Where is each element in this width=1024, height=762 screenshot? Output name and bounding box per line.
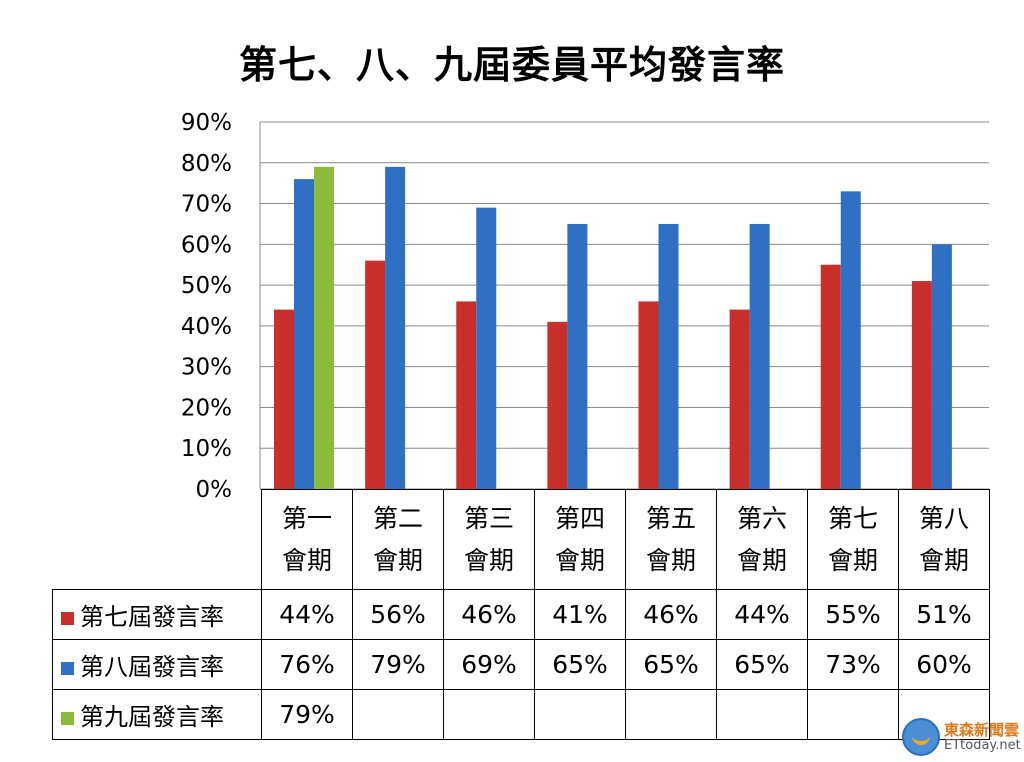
data-cell: 56% xyxy=(352,589,444,640)
y-tick-label: 40% xyxy=(181,314,232,340)
data-cell: 65% xyxy=(534,639,626,690)
category-label-line: 第四 xyxy=(554,503,605,533)
data-cell: 60% xyxy=(898,639,990,690)
category-label: 第四 會期 xyxy=(534,489,626,590)
category-label: 第八 會期 xyxy=(898,489,990,590)
bar-2-3 xyxy=(476,207,497,489)
category-label-line: 會期 xyxy=(463,545,514,575)
data-cell: 44% xyxy=(716,589,808,640)
data-cell: 46% xyxy=(443,589,535,640)
category-label-line: 會期 xyxy=(372,545,423,575)
category-label-line: 會期 xyxy=(827,545,878,575)
category-label-line: 會期 xyxy=(554,545,605,575)
data-cell: 65% xyxy=(716,639,808,690)
category-label: 第七 會期 xyxy=(807,489,899,590)
data-cell: 69% xyxy=(443,639,535,690)
category-label-line: 第七 xyxy=(827,503,878,533)
bars xyxy=(274,166,952,490)
y-tick-label: 50% xyxy=(181,273,232,299)
y-axis: 0%10%20%30%40%50%60%70%80%90% xyxy=(181,110,261,500)
data-cell: 73% xyxy=(807,639,899,690)
category-label-line: 會期 xyxy=(281,545,332,575)
bar-2-2 xyxy=(385,166,406,489)
category-label: 第三 會期 xyxy=(443,489,535,590)
bar-1-6 xyxy=(729,309,750,489)
data-table: 第一 會期 第二 會期 第三 會期 第四 會期 第五 會期 第六 會期 第七 會期 第八 會期 第七屆發言率 44… xyxy=(52,489,990,740)
category-row: 第一 會期 第二 會期 第三 會期 第四 會期 第五 會期 第六 會期 第七 會期 第八 會期 xyxy=(52,489,990,590)
data-cell: 46% xyxy=(625,589,717,640)
category-label: 第六 會期 xyxy=(716,489,808,590)
bar-2-6 xyxy=(749,223,770,489)
bar-2-8 xyxy=(931,244,952,489)
data-cell xyxy=(534,689,626,740)
series-row: 第七屆發言率 44% 56% 46% 41% 46% 44% 55% 51% xyxy=(52,589,990,640)
y-tick-label: 90% xyxy=(181,110,232,136)
data-cell: 65% xyxy=(625,639,717,690)
category-label: 第五 會期 xyxy=(625,489,717,590)
y-tick-label: 20% xyxy=(181,395,232,421)
category-label-line: 會期 xyxy=(918,545,969,575)
data-cell: 76% xyxy=(261,639,353,690)
category-label: 第二 會期 xyxy=(352,489,444,590)
table-corner xyxy=(52,489,262,590)
bar-1-3 xyxy=(456,301,477,489)
category-label-line: 會期 xyxy=(736,545,787,575)
ettoday-logo: 東森新聞雲 ETtoday.net xyxy=(902,716,1022,758)
y-tick-label: 60% xyxy=(181,232,232,258)
data-cell: 41% xyxy=(534,589,626,640)
series-name: 第九屆發言率 xyxy=(80,703,224,731)
data-cell xyxy=(807,689,899,740)
category-label-line: 第三 xyxy=(463,503,514,533)
bar-2-7 xyxy=(840,191,861,490)
bar-3-1 xyxy=(314,166,334,489)
bar-1-2 xyxy=(365,260,386,489)
data-cell: 79% xyxy=(261,689,353,740)
legend-swatch xyxy=(61,711,74,725)
y-tick-label: 10% xyxy=(181,436,232,462)
y-tick-label: 70% xyxy=(181,192,232,218)
bar-1-7 xyxy=(820,264,841,489)
data-cell: 79% xyxy=(352,639,444,690)
legend-swatch xyxy=(61,611,74,625)
logo-name-en: ETtoday.net xyxy=(944,738,1021,753)
bar-2-1 xyxy=(294,179,314,490)
legend-entry: 第八屆發言率 xyxy=(52,639,262,690)
bar-1-4 xyxy=(547,321,568,489)
y-tick-label: 30% xyxy=(181,355,232,381)
y-tick-label: 80% xyxy=(181,151,232,177)
logo-name-zh: 東森新聞雲 xyxy=(944,721,1020,739)
category-label-line: 會期 xyxy=(645,545,696,575)
legend-swatch xyxy=(61,661,74,675)
series-name: 第七屆發言率 xyxy=(80,603,224,631)
data-cell: 51% xyxy=(898,589,990,640)
category-label-line: 第二 xyxy=(372,503,423,533)
data-cell xyxy=(716,689,808,740)
series-row: 第九屆發言率 79% xyxy=(52,689,990,740)
bar-chart: 0%10%20%30%40%50%60%70%80%90% xyxy=(181,110,989,500)
legend-entry: 第九屆發言率 xyxy=(52,689,262,740)
category-label-line: 第一 xyxy=(281,503,332,533)
data-cell: 44% xyxy=(261,589,353,640)
category-label-line: 第五 xyxy=(645,503,696,533)
data-cell xyxy=(625,689,717,740)
category-label-line: 第八 xyxy=(918,503,969,533)
data-cell xyxy=(443,689,535,740)
bar-1-1 xyxy=(274,309,294,489)
data-cell xyxy=(352,689,444,740)
category-label-line: 第六 xyxy=(736,503,787,533)
category-label: 第一 會期 xyxy=(261,489,353,590)
bar-2-4 xyxy=(567,223,588,489)
data-cell: 55% xyxy=(807,589,899,640)
logo-icon xyxy=(902,718,940,756)
legend-entry: 第七屆發言率 xyxy=(52,589,262,640)
bar-1-8 xyxy=(911,281,932,489)
bar-2-5 xyxy=(658,223,679,489)
chart-title: 第七、八、九屆委員平均發言率 xyxy=(238,43,785,87)
series-row: 第八屆發言率 76% 79% 69% 65% 65% 65% 73% 60% xyxy=(52,639,990,690)
bar-1-5 xyxy=(638,301,659,489)
series-name: 第八屆發言率 xyxy=(80,653,224,681)
